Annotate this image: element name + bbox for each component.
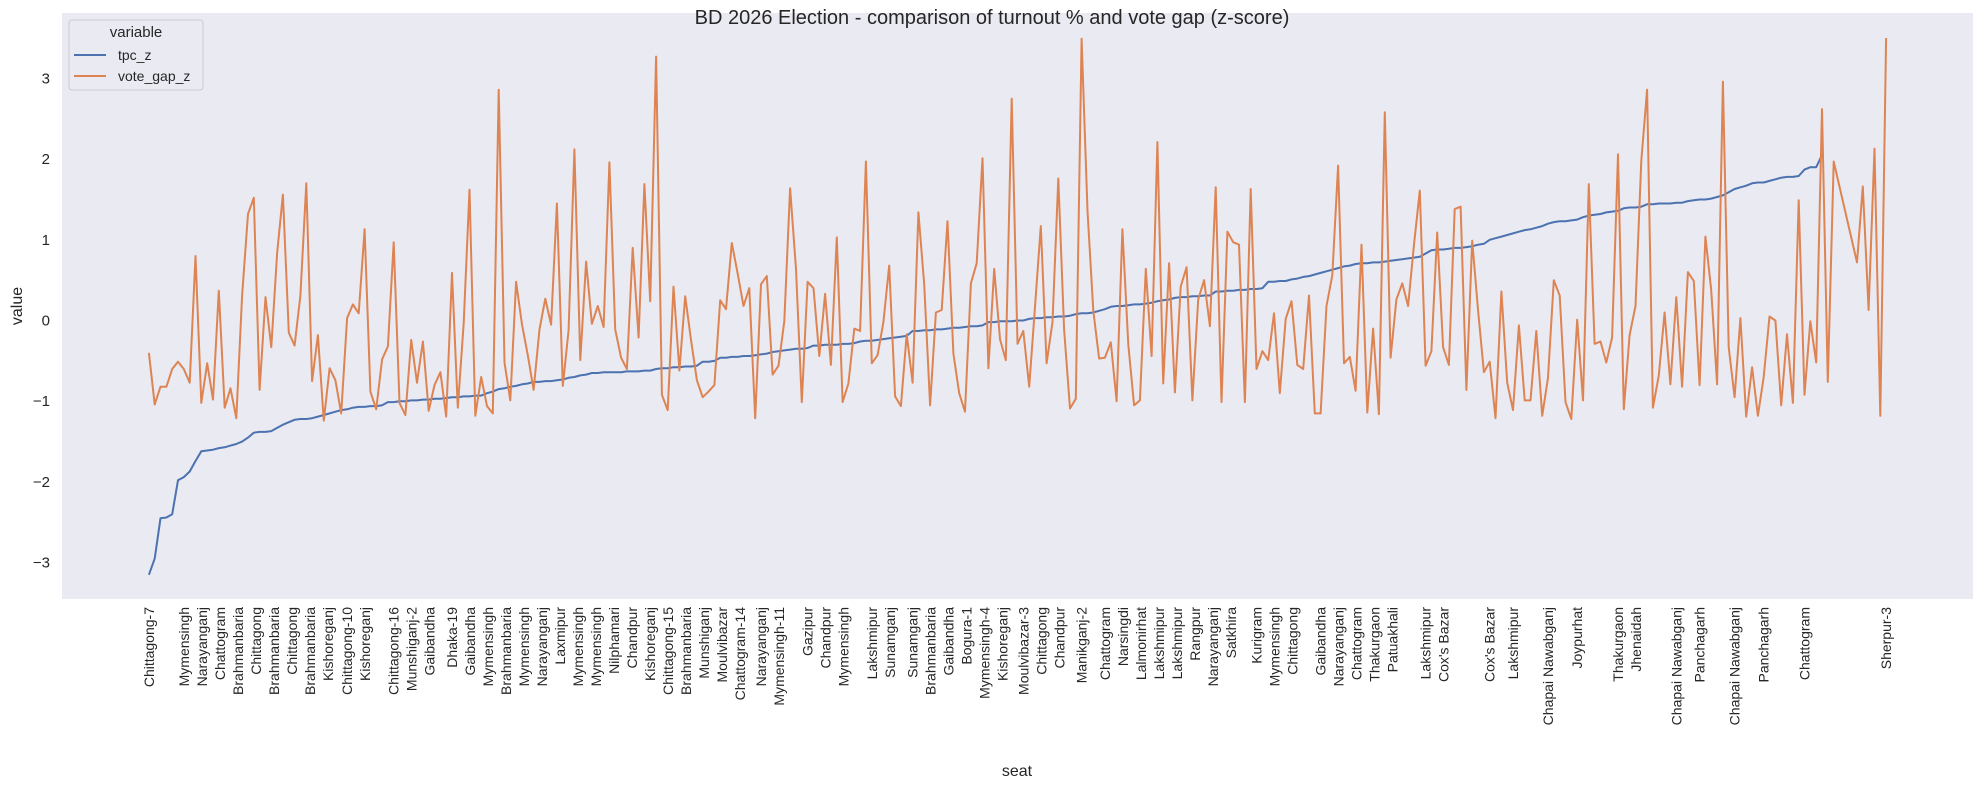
x-tick-label: Sherpur-3	[1878, 607, 1894, 669]
x-tick-label: Dhaka-19	[444, 607, 460, 668]
x-tick-label: Chittagong	[1285, 607, 1301, 675]
x-tick-label: Kishoreganj	[995, 607, 1011, 681]
legend-box	[68, 19, 204, 91]
x-axis-label: seat	[1002, 763, 1033, 780]
x-tick-label: Moulvibazar-3	[1015, 607, 1031, 695]
x-tick-label: Mymensingh	[176, 607, 192, 686]
x-tick-label: Gaibandha	[462, 607, 478, 676]
x-tick-label: Gaibandha	[941, 607, 957, 676]
x-tick-label: Bogura-1	[959, 607, 975, 665]
x-tick-label: Narayanganj	[1205, 607, 1221, 686]
x-tick-label: Gaibandha	[1313, 607, 1329, 676]
y-tick-label: −3	[33, 555, 50, 572]
x-tick-label: Brahmanbaria	[923, 607, 939, 695]
x-tick-label: Manikganj-2	[1074, 607, 1090, 683]
x-tick-label: Chattogram-14	[732, 607, 748, 701]
x-tick-label: Nilphamari	[606, 607, 622, 674]
x-tick-label: Chapai Nawabganj	[1668, 607, 1684, 725]
legend-label-tpc-z: tpc_z	[118, 47, 151, 63]
x-tick-label: Chattogram	[1797, 607, 1813, 680]
y-axis-ticks: 3 2 1 0 −1 −2 −3	[33, 70, 50, 571]
x-tick-label: Patuakhali	[1385, 607, 1401, 672]
x-tick-label: Munshiganj-2	[404, 607, 420, 691]
x-tick-label: Thakurgaon	[1367, 607, 1383, 682]
x-tick-label: Kishoreganj	[320, 607, 336, 681]
x-tick-label: Mymensingh	[836, 607, 852, 686]
x-tick-label: Cox's Bazar	[1436, 607, 1452, 682]
x-tick-label: Panchagarh	[1756, 607, 1772, 683]
x-tick-label: Joypurhat	[1569, 607, 1585, 669]
x-tick-label: Mymensingh	[1267, 607, 1283, 686]
y-tick-label: 3	[42, 70, 50, 87]
x-tick-label: Chandpur	[624, 607, 640, 669]
x-tick-label: Chittagong	[248, 607, 264, 675]
x-tick-label: Narayanganj	[753, 607, 769, 686]
x-tick-label: Laxmipur	[552, 607, 568, 665]
x-tick-label: Mymensingh-11	[771, 607, 787, 706]
x-tick-label: Brahmanbaria	[678, 607, 694, 695]
x-tick-label: Moulvibazar	[714, 607, 730, 683]
x-tick-label: Panchagarh	[1692, 607, 1708, 683]
y-tick-label: −2	[33, 474, 50, 491]
x-tick-label: Chittagong	[1033, 607, 1049, 675]
x-tick-label: Chittagong-16	[386, 607, 402, 695]
legend: variable tpc_z vote_gap_z	[68, 19, 204, 91]
x-tick-label: Rangpur	[1187, 607, 1203, 661]
x-tick-label: Narayanganj	[1331, 607, 1347, 686]
x-tick-label: Lakshmipur	[864, 607, 880, 680]
x-tick-label: Lakshmipur	[1151, 607, 1167, 680]
legend-label-vote-gap-z: vote_gap_z	[118, 68, 190, 84]
x-tick-label: Thakurgaon	[1610, 607, 1626, 682]
x-tick-label: Mymensingh	[480, 607, 496, 686]
x-tick-label: Brahmanbaria	[266, 607, 282, 695]
series-line-vote-gap-z	[147, 37, 1888, 422]
x-tick-label: Chapai Nawabganj	[1727, 607, 1743, 725]
x-tick-label: Lalmonirhat	[1133, 607, 1149, 680]
series-layer	[147, 37, 1888, 576]
x-tick-label: Lakshmipur	[1169, 607, 1185, 680]
x-tick-label: Kishoreganj	[357, 607, 373, 681]
y-tick-label: 2	[42, 151, 50, 168]
x-tick-label: Mymensingh	[588, 607, 604, 686]
x-tick-label: Kishoreganj	[642, 607, 658, 681]
x-tick-label: Kurigram	[1249, 607, 1265, 664]
y-tick-label: 0	[42, 313, 50, 330]
x-tick-label: Brahmanbaria	[498, 607, 514, 695]
x-tick-label: Mymensingh	[570, 607, 586, 686]
x-tick-label: Gaibandha	[422, 607, 438, 676]
x-tick-label: Brahmanbaria	[302, 607, 318, 695]
x-tick-label: Munshiganj	[696, 607, 712, 679]
x-tick-label: Chattogram	[1349, 607, 1365, 680]
x-tick-label: Jhenaidah	[1628, 607, 1644, 672]
x-tick-label: Chittagong-10	[339, 607, 355, 695]
x-tick-label: Mymensingh-4	[977, 607, 993, 699]
y-axis-label: value	[9, 287, 26, 325]
x-tick-label: Cox's Bazar	[1482, 607, 1498, 682]
x-tick-label: Narayanganj	[194, 607, 210, 686]
x-axis-ticks: Chittagong-7 Mymensingh Narayanganj Chattog…	[141, 607, 1894, 726]
x-tick-label: Gazipur	[800, 607, 816, 656]
x-tick-label: Lakshmipur	[1418, 607, 1434, 680]
x-tick-label: Chandpur	[1051, 607, 1067, 669]
y-tick-label: −1	[33, 393, 50, 410]
x-tick-label: Chapai Nawabganj	[1540, 607, 1556, 725]
x-tick-label: Chittagong-15	[660, 607, 676, 695]
x-tick-label: Chittagong	[284, 607, 300, 675]
x-tick-label: Narayanganj	[534, 607, 550, 686]
x-tick-label: Chandpur	[818, 607, 834, 669]
x-tick-label: Narsingdi	[1115, 607, 1131, 666]
x-tick-label: Sunamganj	[905, 607, 921, 678]
x-tick-label: Chattogram	[1097, 607, 1113, 680]
x-tick-label: Chittagong-7	[141, 607, 157, 687]
x-tick-label: Satkhira	[1223, 607, 1239, 659]
x-tick-label: Lakshmipur	[1505, 607, 1521, 680]
x-tick-label: Sunamganj	[882, 607, 898, 678]
x-tick-label: Mymensingh	[516, 607, 532, 686]
x-tick-label: Brahmanbaria	[230, 607, 246, 695]
y-tick-label: 1	[42, 232, 50, 249]
x-tick-label: Chattogram	[212, 607, 228, 680]
chart-title: BD 2026 Election - comparison of turnout…	[695, 7, 1290, 29]
legend-title: variable	[110, 24, 163, 41]
